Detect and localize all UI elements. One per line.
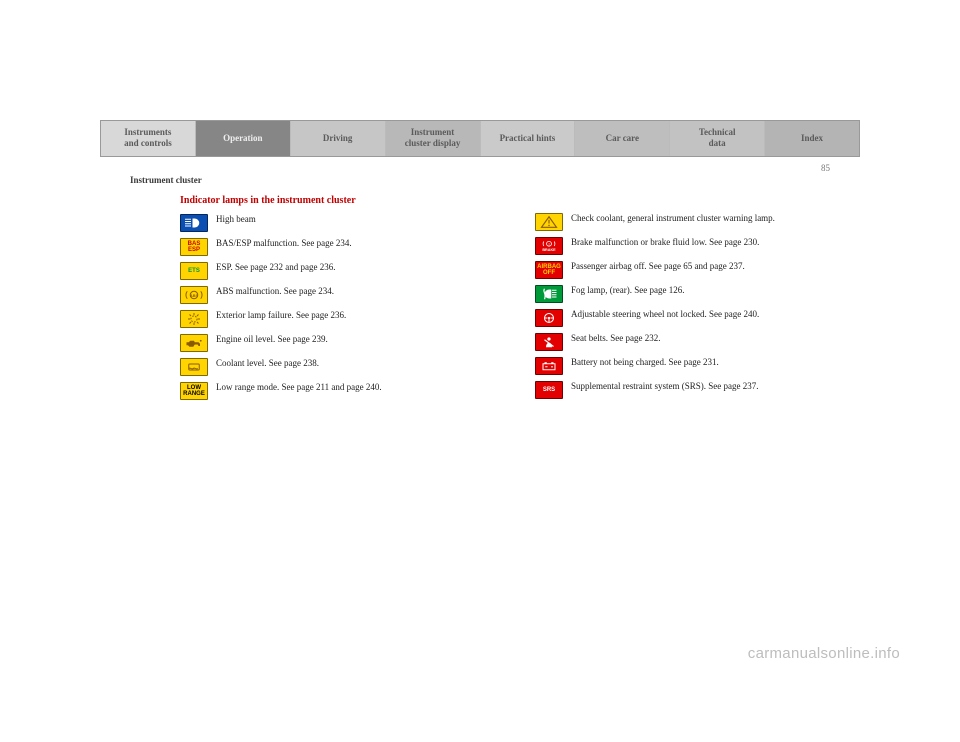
indicator-row: ETS ESP. See page 232 and page 236. <box>180 262 505 280</box>
indicator-row: AIRBAGOFF Passenger airbag off. See page … <box>535 261 860 279</box>
indicator-description: Engine oil level. See page 239. <box>216 334 328 346</box>
indicator-description: Coolant level. See page 238. <box>216 358 319 370</box>
nav-tab[interactable]: Driving <box>291 121 386 156</box>
indicator-row: LOWRANGE Low range mode. See page 211 and… <box>180 382 505 400</box>
indicator-row: Engine oil level. See page 239. <box>180 334 505 352</box>
indicator-description: ESP. See page 232 and page 236. <box>216 262 335 274</box>
indicator-row: Check coolant, general instrument cluste… <box>535 213 860 231</box>
watermark: carmanualsonline.info <box>748 645 900 662</box>
indicator-lamp-icon <box>180 310 208 328</box>
indicator-lamp-icon <box>535 285 563 303</box>
indicator-row: BASESP BAS/ESP malfunction. See page 234. <box>180 238 505 256</box>
indicator-lamp-icon: BASESP <box>180 238 208 256</box>
indicator-row: High beam <box>180 214 505 232</box>
nav-tab[interactable]: Index <box>765 121 859 156</box>
indicator-description: High beam <box>216 214 256 226</box>
indicator-lamp-icon <box>535 213 563 231</box>
indicator-description: BAS/ESP malfunction. See page 234. <box>216 238 352 250</box>
indicator-description: Passenger airbag off. See page 65 and pa… <box>571 261 745 273</box>
indicator-lamp-icon <box>180 358 208 376</box>
indicator-description: Low range mode. See page 211 and page 24… <box>216 382 382 394</box>
nav-tabs: Instrumentsand controls Operation Drivin… <box>100 120 860 157</box>
indicator-lamp-icon <box>180 334 208 352</box>
indicator-lamp-icon <box>535 357 563 375</box>
indicator-row: Fog lamp, (rear). See page 126. <box>535 285 860 303</box>
nav-tab[interactable]: Operation <box>196 121 291 156</box>
indicator-lamp-icon <box>535 309 563 327</box>
indicator-lamp-icon <box>180 286 208 304</box>
indicator-description: Adjustable steering wheel not locked. Se… <box>571 309 759 321</box>
indicator-description: Exterior lamp failure. See page 236. <box>216 310 346 322</box>
indicator-row: SRS Supplemental restraint system (SRS). … <box>535 381 860 399</box>
indicator-lamp-icon <box>535 237 563 255</box>
indicator-description: Battery not being charged. See page 231. <box>571 357 719 369</box>
indicator-row: Coolant level. See page 238. <box>180 358 505 376</box>
nav-tab[interactable]: Practical hints <box>481 121 576 156</box>
indicator-row: ABS malfunction. See page 234. <box>180 286 505 304</box>
nav-tab[interactable]: Instrumentsand controls <box>101 121 196 156</box>
indicator-lamp-icon: AIRBAGOFF <box>535 261 563 279</box>
indicator-description: ABS malfunction. See page 234. <box>216 286 334 298</box>
indicator-description: Supplemental restraint system (SRS). See… <box>571 381 758 393</box>
indicator-description: Brake malfunction or brake fluid low. Se… <box>571 237 759 249</box>
indicator-row: Adjustable steering wheel not locked. Se… <box>535 309 860 327</box>
indicator-description: Seat belts. See page 232. <box>571 333 660 345</box>
indicator-row: Exterior lamp failure. See page 236. <box>180 310 505 328</box>
nav-tab[interactable]: Technicaldata <box>670 121 765 156</box>
page-number: 85 <box>821 163 830 173</box>
indicator-row: Seat belts. See page 232. <box>535 333 860 351</box>
section-label: Instrument cluster <box>100 175 860 185</box>
indicator-lamp-icon: LOWRANGE <box>180 382 208 400</box>
indicator-description: Fog lamp, (rear). See page 126. <box>571 285 684 297</box>
nav-tab[interactable]: Instrumentcluster display <box>386 121 481 156</box>
indicator-lamp-icon <box>535 333 563 351</box>
indicator-lamp-icon <box>180 214 208 232</box>
indicator-row: Battery not being charged. See page 231. <box>535 357 860 375</box>
indicator-description: Check coolant, general instrument cluste… <box>571 213 775 225</box>
nav-tab[interactable]: Car care <box>575 121 670 156</box>
indicator-lamp-icon: SRS <box>535 381 563 399</box>
section-heading: Indicator lamps in the instrument cluste… <box>180 195 505 206</box>
indicator-lamp-icon: ETS <box>180 262 208 280</box>
indicator-row: Brake malfunction or brake fluid low. Se… <box>535 237 860 255</box>
